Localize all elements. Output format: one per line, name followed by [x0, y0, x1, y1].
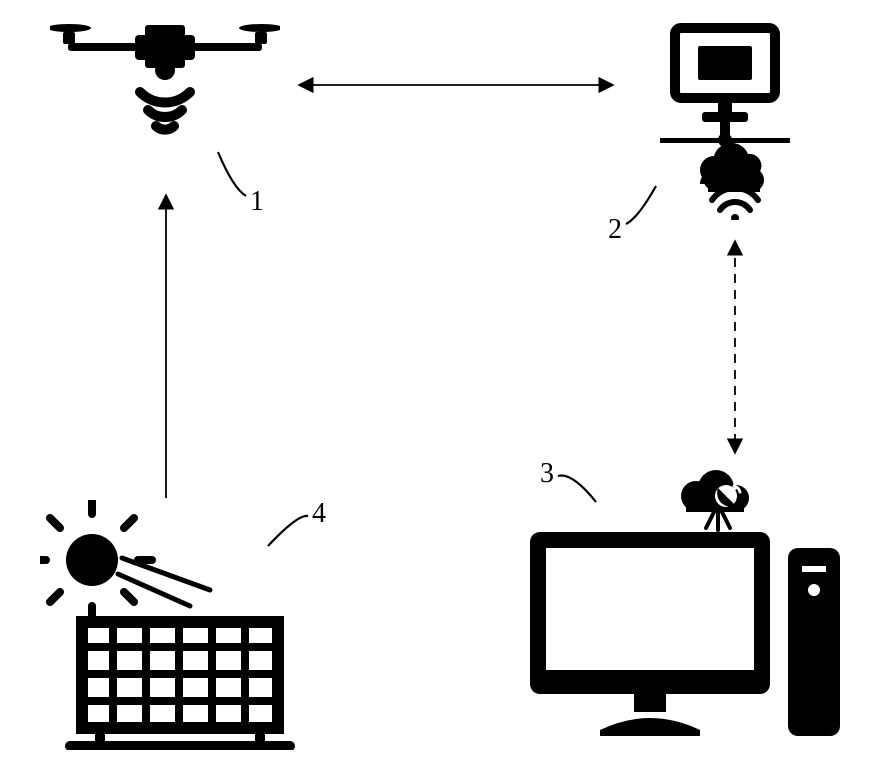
- arrows-layer: [0, 0, 875, 762]
- label-solar: 4: [312, 498, 326, 530]
- label-curve-3: [558, 476, 596, 502]
- label-curve-4: [268, 516, 308, 546]
- label-curve-2: [626, 186, 656, 224]
- label-curve-1: [218, 152, 246, 196]
- label-gateway: 2: [608, 214, 622, 246]
- label-drone: 1: [250, 186, 264, 218]
- label-computer: 3: [540, 458, 554, 490]
